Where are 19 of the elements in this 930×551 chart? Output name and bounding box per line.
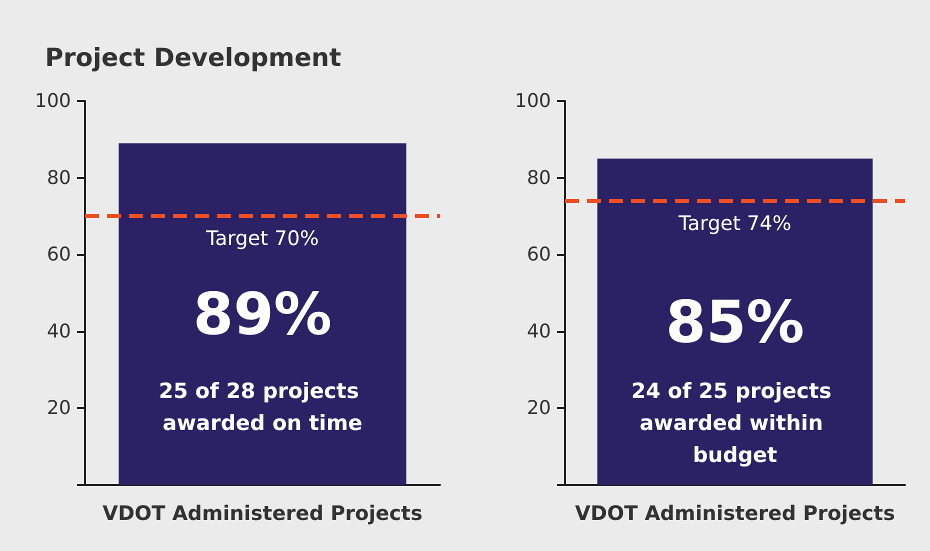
y-tick-label: 40 [526, 320, 551, 342]
ref-line-label: Target 70% [205, 226, 319, 250]
data-label: 89% [193, 280, 332, 348]
annotation: 24 of 25 projects awarded within budget [631, 379, 839, 467]
x-tick-label: VDOT Administered Projects [102, 501, 423, 525]
x-tick-label: VDOT Administered Projects [574, 501, 896, 525]
y-tick-label: 60 [526, 244, 551, 266]
y-tick-label: 80 [526, 166, 551, 189]
y-tick-label: 80 [46, 166, 71, 189]
y-tick-label: 20 [46, 397, 71, 420]
chart-title: Project Development [45, 43, 342, 72]
data-label: 85% [666, 288, 804, 356]
ref-line-label: Target 74% [678, 210, 792, 235]
y-tick-label: 100 [34, 90, 71, 112]
y-tick-label: 20 [526, 397, 551, 420]
y-tick-label: 60 [46, 244, 71, 266]
y-tick-label: 40 [46, 320, 71, 342]
y-tick-label: 100 [514, 90, 551, 112]
annotation: 25 of 28 projects awarded on time [158, 379, 366, 435]
